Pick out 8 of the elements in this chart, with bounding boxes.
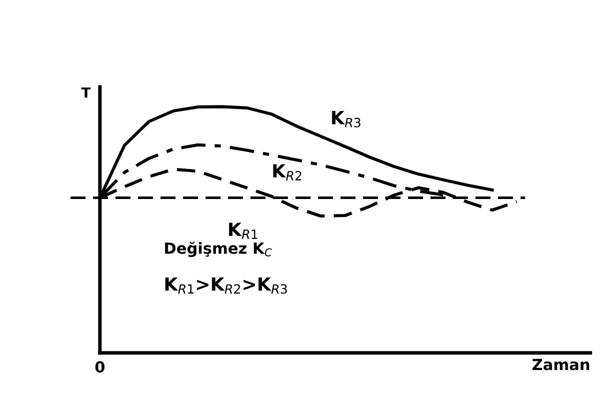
y-axis-title: T	[81, 87, 91, 98]
series-label: K$_{R1}$	[229, 222, 258, 239]
series-label: K$_{R2}$	[273, 164, 302, 180]
annotation: K$_{R1}$>K$_{R2}$>K$_{R3}$	[165, 277, 287, 294]
annotation: Değişmez K$_{C}$	[165, 242, 272, 258]
series-label: K$_{R3}$	[332, 111, 360, 128]
text: 0	[95, 361, 105, 373]
x-axis-title: Zaman	[532, 358, 590, 370]
